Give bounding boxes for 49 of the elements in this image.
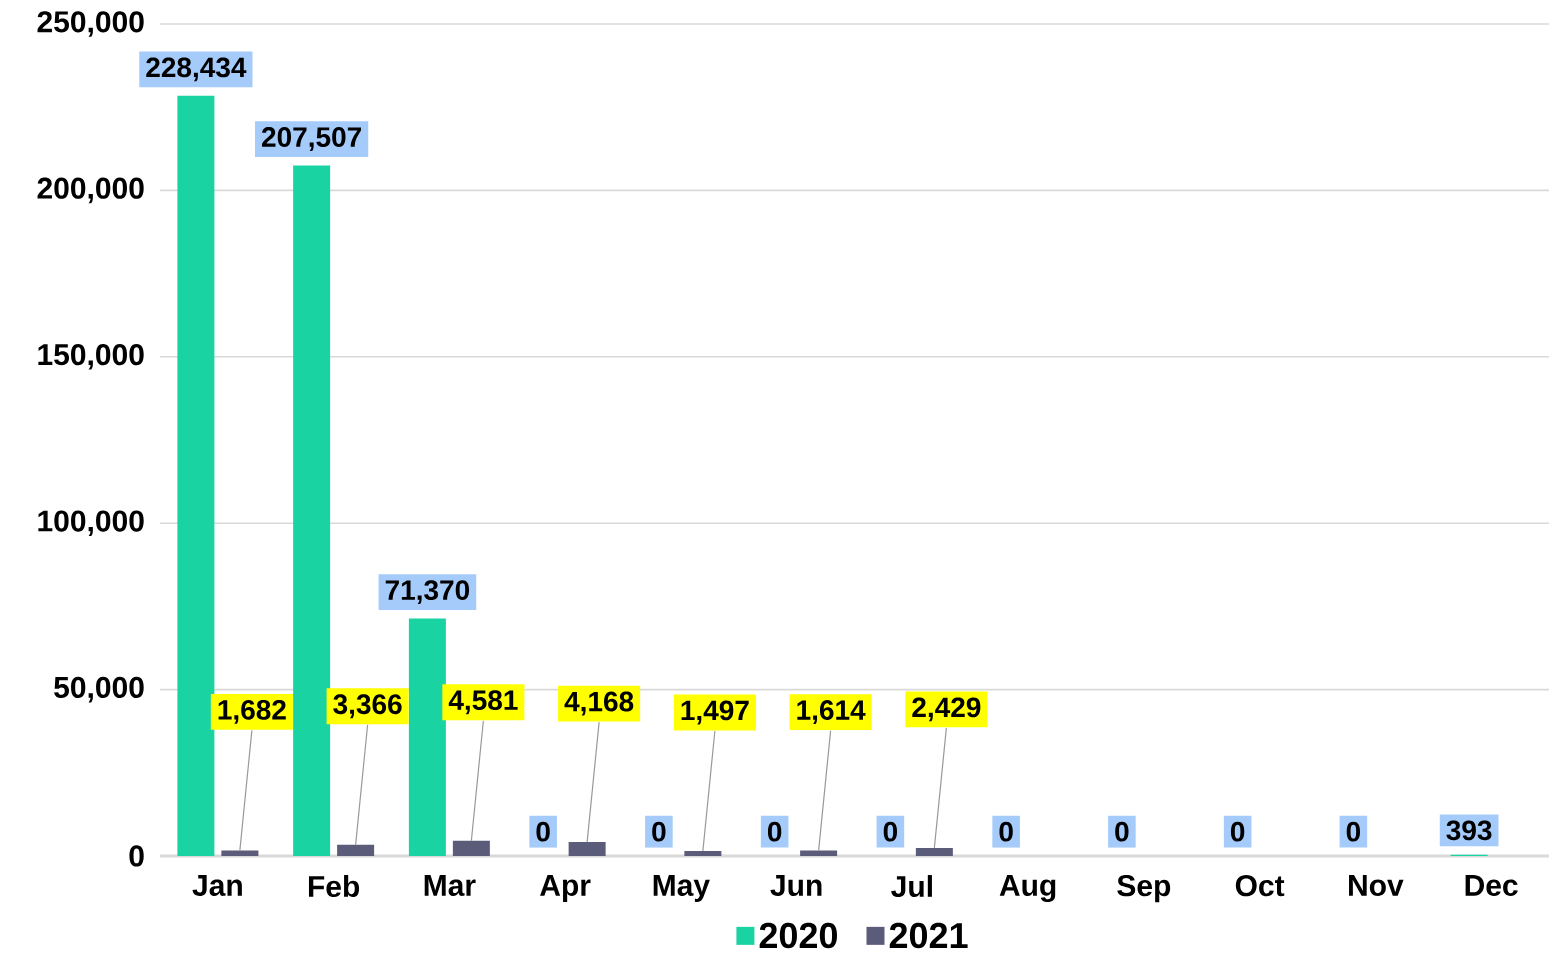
data-label: 0 [1346, 821, 1361, 842]
x-tick-label: Apr [540, 875, 591, 902]
x-tick-label: Jun [770, 875, 822, 896]
data-label: 393 [1446, 820, 1492, 841]
x-tick-label: May [653, 875, 710, 902]
data-label: 0 [767, 821, 782, 842]
data-label: 228,434 [146, 57, 247, 82]
y-tick-label: 250,000 [37, 11, 144, 37]
data-label: 2,429 [912, 697, 981, 722]
data-label: 3,366 [333, 694, 402, 719]
data-label: 0 [1230, 821, 1245, 842]
x-tick-label: Sep [1117, 875, 1171, 903]
legend-label: 2020 [759, 922, 837, 949]
legend-label: 2021 [889, 922, 968, 949]
x-tick-label: Dec [1465, 875, 1518, 896]
y-tick-label: 150,000 [38, 343, 144, 370]
data-label: 0 [1115, 821, 1129, 842]
data-label: 4,168 [564, 691, 634, 716]
bar [293, 165, 331, 856]
x-tick-label: Oct [1235, 875, 1285, 897]
bar [684, 851, 722, 856]
bar [408, 618, 446, 856]
y-tick-label: 200,000 [37, 177, 144, 204]
data-label: 1,497 [681, 700, 749, 725]
data-label: 1,614 [797, 700, 866, 725]
y-tick-label: 0 [129, 845, 144, 867]
y-tick-label: 100,000 [38, 510, 144, 536]
x-tick-label: Jan [192, 875, 242, 896]
y-tick-label: 50,000 [54, 676, 144, 703]
x-tick-label: Nov [1349, 875, 1404, 896]
data-label: 0 [883, 821, 898, 842]
bar [915, 847, 953, 856]
bar [177, 95, 215, 856]
data-label: 0 [999, 821, 1013, 842]
data-label: 207,507 [262, 127, 361, 152]
bar [800, 850, 838, 856]
data-label: 0 [536, 821, 550, 842]
x-tick-label: Mar [424, 875, 476, 896]
data-label: 0 [652, 821, 666, 842]
bar [221, 850, 259, 856]
bar [568, 842, 606, 856]
data-label: 4,581 [448, 690, 518, 715]
x-tick-label: Jul [891, 875, 932, 898]
bar [337, 844, 375, 856]
bar [452, 840, 490, 856]
data-label: 71,370 [385, 580, 470, 605]
x-tick-label: Aug [999, 875, 1056, 903]
x-tick-label: Feb [308, 875, 360, 898]
data-label: 1,682 [218, 699, 286, 724]
